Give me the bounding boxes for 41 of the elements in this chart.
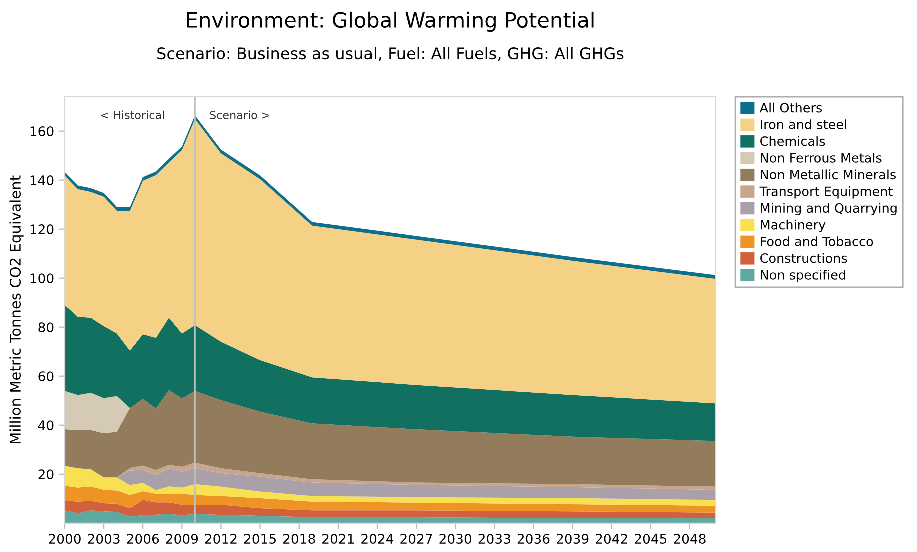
legend-label: Mining and Quarrying	[761, 203, 897, 216]
y-tick-label: 160	[30, 126, 54, 137]
x-tick-label: 2048	[674, 534, 706, 544]
y-tick-label: 140	[30, 176, 54, 186]
x-tick-label: 2039	[556, 534, 589, 544]
x-tick-label: 2042	[596, 534, 628, 544]
x-tick-label: 2036	[518, 534, 550, 544]
annotation: < Historical	[101, 110, 164, 120]
x-tick-label: 2000	[49, 534, 81, 544]
x-tick-label: 2012	[205, 534, 237, 544]
legend-label: Food and Tobacco	[761, 236, 874, 246]
chart-title: Environment: Global Warming Potential	[187, 12, 594, 32]
y-tick-label: 100	[30, 274, 54, 284]
legend-label: All Others	[760, 102, 822, 113]
chart-subtitle: Scenario: Business as usual, Fuel: All Fuels, GHG: All GHGs	[158, 47, 624, 62]
legend-label: Iron and steel	[761, 120, 846, 130]
legend-label: Non Metallic Minerals	[761, 170, 896, 180]
legend-label: Machinery	[761, 220, 826, 232]
x-tick-label: 2030	[440, 534, 472, 544]
x-tick-label: 2015	[244, 534, 276, 544]
legend-label: Constructions	[760, 253, 848, 264]
legend-label: Non specified	[761, 270, 846, 282]
x-tick-label: 2045	[635, 534, 667, 544]
x-tick-label: 2009	[166, 534, 198, 544]
annotation: Scenario >	[210, 110, 270, 120]
legend-label: Transport Equipment	[760, 186, 893, 199]
x-tick-label: 2033	[478, 534, 510, 544]
x-tick-label: 2024	[362, 534, 394, 544]
y-axis-title: Million Metric Tonnes CO2 Equivalent	[10, 176, 24, 444]
x-tick-label: 2021	[322, 534, 354, 544]
x-tick-label: 2018	[284, 534, 316, 544]
legend-label: Non Ferrous Metals	[761, 153, 882, 163]
y-tick-label: 80	[38, 322, 54, 333]
x-tick-label: 2006	[127, 534, 160, 544]
x-tick-label: 2003	[88, 534, 120, 544]
y-tick-label: 40	[38, 420, 54, 431]
y-tick-label: 20	[38, 470, 54, 480]
y-tick-label: 60	[38, 372, 54, 382]
legend-label: Chemicals	[760, 136, 826, 146]
y-tick-label: 120	[30, 224, 54, 235]
x-tick-label: 2027	[400, 534, 432, 544]
